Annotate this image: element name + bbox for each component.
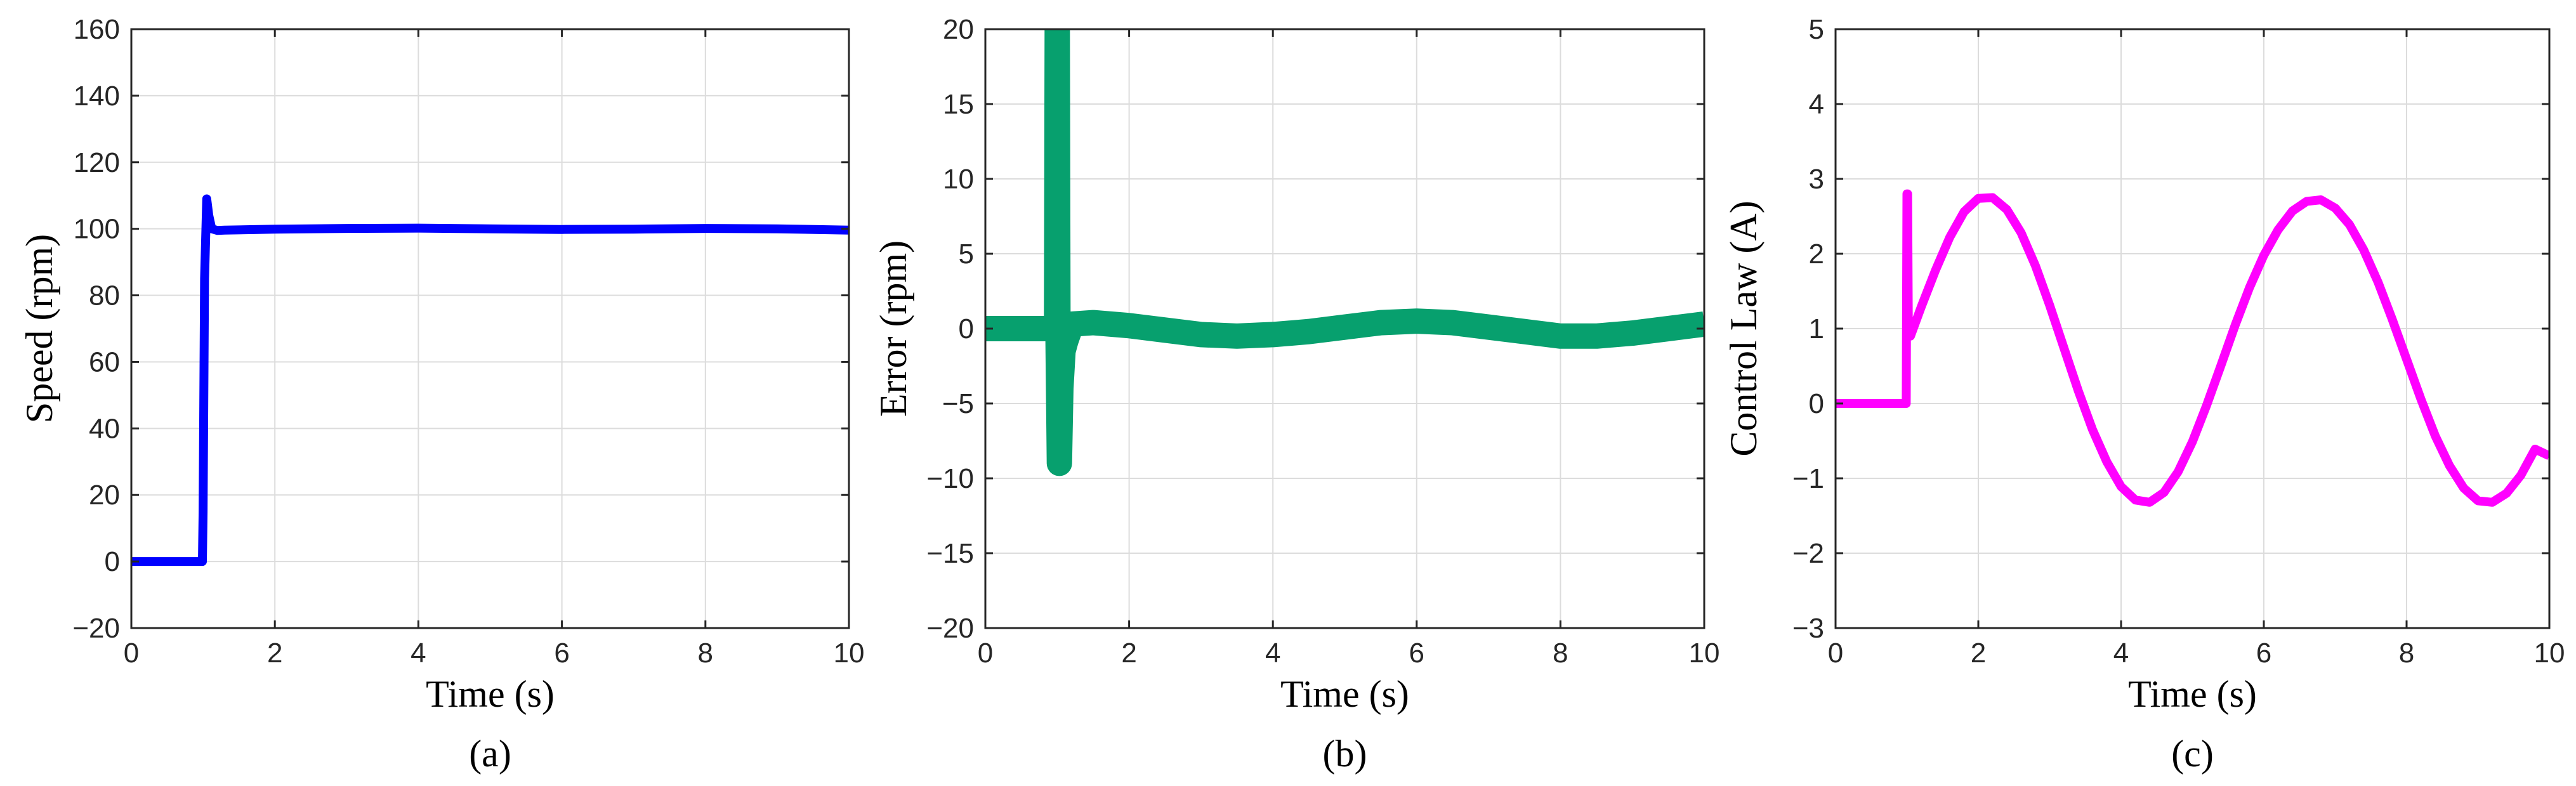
x-tick-label: 10 — [2534, 638, 2565, 669]
y-axis-title: Error (rpm) — [872, 240, 914, 417]
y-tick-label: 4 — [1809, 89, 1824, 120]
panel-caption: (c) — [2171, 733, 2214, 775]
y-tick-label: 80 — [89, 280, 120, 311]
y-tick-label: −2 — [1792, 538, 1824, 569]
y-tick-label: −10 — [926, 463, 974, 494]
panel-caption: (b) — [1323, 733, 1367, 775]
y-tick-label: −5 — [942, 388, 974, 419]
x-tick-label: 4 — [1265, 638, 1280, 669]
x-axis-title: Time (s) — [2128, 673, 2257, 715]
y-tick-label: 20 — [943, 14, 974, 45]
x-tick-label: 8 — [698, 638, 713, 669]
x-tick-label: 6 — [2256, 638, 2271, 669]
x-tick-label: 10 — [1689, 638, 1720, 669]
y-tick-label: 40 — [89, 413, 120, 444]
y-tick-label: −15 — [926, 538, 974, 569]
y-tick-label: 20 — [89, 480, 120, 511]
y-tick-label: −20 — [926, 613, 974, 644]
y-tick-label: 60 — [89, 346, 120, 377]
x-tick-label: 6 — [554, 638, 569, 669]
y-tick-label: 10 — [943, 164, 974, 195]
y-tick-label: 5 — [959, 239, 974, 270]
y-tick-label: 0 — [1809, 388, 1824, 419]
y-axis-title: Control Law (A) — [1723, 200, 1764, 456]
y-tick-label: 0 — [105, 546, 120, 577]
y-tick-label: 5 — [1809, 14, 1824, 45]
series-line — [985, 29, 1704, 476]
x-tick-label: 2 — [1971, 638, 1986, 669]
y-tick-label: 1 — [1809, 313, 1824, 344]
y-tick-label: 140 — [74, 81, 120, 112]
y-tick-label: 3 — [1809, 164, 1824, 195]
axes-frame — [130, 28, 850, 629]
series-line — [1836, 189, 2549, 507]
y-tick-label: −1 — [1792, 463, 1824, 494]
x-axis-title: Time (s) — [426, 673, 555, 715]
y-tick-label: 2 — [1809, 239, 1824, 270]
y-tick-label: −3 — [1792, 613, 1824, 644]
y-tick-label: 100 — [74, 214, 120, 245]
x-tick-label: 2 — [267, 638, 282, 669]
plot-area — [131, 29, 849, 628]
y-tick-label: 120 — [74, 147, 120, 178]
chart-panel: 0 2 4 6 8 10 −3 −2 −1 0 1 2 3 4 5 Time (s) Control Law (… — [1723, 14, 2565, 775]
y-tick-label: 0 — [959, 313, 974, 344]
x-tick-label: 0 — [1828, 638, 1843, 669]
x-tick-label: 0 — [978, 638, 993, 669]
series-line — [131, 194, 849, 567]
panel-caption: (a) — [469, 733, 511, 775]
x-tick-label: 10 — [834, 638, 865, 669]
x-tick-label: 4 — [2113, 638, 2129, 669]
y-tick-label: 15 — [943, 89, 974, 120]
x-tick-label: 8 — [2399, 638, 2414, 669]
x-tick-label: 6 — [1409, 638, 1424, 669]
y-axis-title: Speed (rpm) — [18, 234, 60, 423]
x-tick-label: 4 — [411, 638, 426, 669]
chart-panel: 0 2 4 6 8 10 −20 −15 −10 −5 0 5 10 15 20 Time (s) Error … — [872, 14, 1719, 775]
y-tick-label: 160 — [74, 14, 120, 45]
x-axis-title: Time (s) — [1280, 673, 1409, 715]
x-tick-label: 0 — [124, 638, 139, 669]
y-tick-label: −20 — [72, 613, 120, 644]
x-tick-label: 8 — [1553, 638, 1568, 669]
x-tick-label: 2 — [1121, 638, 1136, 669]
